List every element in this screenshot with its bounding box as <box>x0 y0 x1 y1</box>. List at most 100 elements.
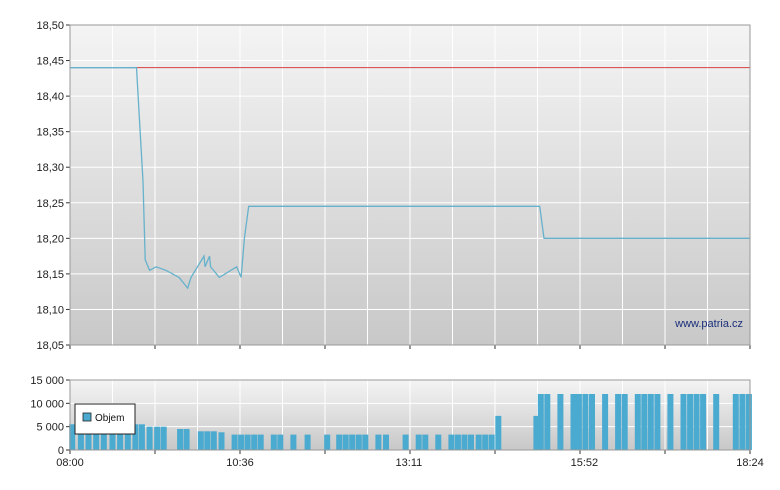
volume-bar <box>154 426 161 450</box>
volume-bar <box>362 434 369 450</box>
watermark: www.patria.cz <box>674 318 743 330</box>
price-y-tick-label: 18,35 <box>36 127 64 139</box>
price-y-tick-label: 18,40 <box>36 91 64 103</box>
volume-bar <box>100 424 107 450</box>
volume-bar <box>687 394 694 450</box>
volume-bar <box>700 394 707 450</box>
volume-bar <box>77 424 84 450</box>
volume-bar <box>138 424 145 450</box>
price-y-tick-label: 18,30 <box>36 162 64 174</box>
volume-bar <box>415 434 422 450</box>
volume-bar <box>448 434 455 450</box>
price-y-tick-label: 18,10 <box>36 304 64 316</box>
volume-bar <box>183 429 190 450</box>
volume-bar <box>647 394 654 450</box>
price-y-tick-label: 18,45 <box>36 56 64 68</box>
volume-y-tick-label: 15 000 <box>30 375 64 387</box>
volume-bar <box>277 434 284 450</box>
volume-bar <box>69 424 76 450</box>
volume-bar <box>557 394 564 450</box>
price-panel: 18,05 18,10 18,15 18,20 18,25 18,30 18,35 18,40… <box>36 20 751 352</box>
legend: Objem <box>74 403 136 435</box>
volume-y-tick-label: 10 000 <box>30 398 64 410</box>
volume-x-tick-label: 08:00 <box>56 457 84 469</box>
volume-bar <box>495 415 502 450</box>
volume-bar <box>146 426 153 450</box>
legend-swatch <box>82 412 92 422</box>
volume-bar <box>537 394 544 450</box>
volume-bar <box>383 434 389 450</box>
volume-bar <box>117 424 124 450</box>
volume-bar <box>210 431 217 450</box>
volume-x-tick-label: 15:52 <box>571 457 599 469</box>
volume-bar <box>589 394 595 450</box>
price-y-tick-label: 18,15 <box>36 269 64 281</box>
volume-bar <box>570 394 577 450</box>
volume-bar <box>680 394 687 450</box>
volume-bar <box>342 434 349 450</box>
volume-bar <box>231 434 238 450</box>
volume-bar <box>160 426 167 450</box>
volume-bar <box>304 434 311 450</box>
volume-bar <box>85 424 92 450</box>
volume-bar <box>290 434 297 450</box>
volume-x-tick-label: 13:11 <box>396 457 423 469</box>
volume-bar <box>739 394 746 450</box>
volume-x-tick-label: 10:36 <box>226 457 254 469</box>
price-y-axis: 18,05 18,10 18,15 18,20 18,25 18,30 18,35 18,40… <box>36 20 70 352</box>
volume-bars <box>69 394 752 450</box>
volume-bar <box>124 424 131 450</box>
price-y-tick-label: 18,05 <box>36 340 64 352</box>
price-y-tick-label: 18,50 <box>36 20 64 32</box>
volume-bar <box>693 394 700 450</box>
volume-bar <box>488 434 495 450</box>
volume-bar <box>435 434 442 450</box>
volume-bar <box>355 434 362 450</box>
volume-x-axis: 08:00 10:36 13:11 15:52 18:24 <box>56 450 764 469</box>
volume-bar <box>461 434 468 450</box>
volume-bar <box>218 432 225 450</box>
volume-bar <box>615 394 622 450</box>
volume-plot-frame <box>69 379 751 451</box>
volume-bar <box>621 394 628 450</box>
volume-bar <box>713 394 720 450</box>
volume-bar <box>667 394 674 450</box>
volume-x-tick-label: 18:24 <box>736 457 764 469</box>
volume-bar <box>109 424 116 450</box>
volume-bar <box>533 415 540 450</box>
volume-bar <box>634 394 641 450</box>
price-x-axis-ticks <box>69 345 751 349</box>
volume-bar <box>197 431 204 450</box>
volume-bar <box>244 434 251 450</box>
volume-bar <box>132 424 139 450</box>
volume-bar <box>402 434 409 450</box>
volume-bar <box>324 434 331 450</box>
volume-bar <box>251 434 258 450</box>
volume-bar <box>468 434 474 450</box>
volume-bar <box>238 434 245 450</box>
volume-bar <box>544 394 551 450</box>
volume-bar <box>575 394 582 450</box>
volume-bar <box>349 434 356 450</box>
volume-bar <box>204 431 211 450</box>
volume-bar <box>582 394 589 450</box>
volume-bar <box>602 394 609 450</box>
volume-bar <box>422 434 429 450</box>
volume-bar <box>641 394 648 450</box>
volume-y-tick-label: 5 000 <box>36 422 64 434</box>
volume-bar <box>454 434 461 450</box>
volume-panel: 0 5 000 10 000 15 000 08:00 10:36 13:11 15:52 1… <box>30 375 763 469</box>
volume-y-tick-label: 0 <box>58 445 64 457</box>
price-series-line <box>70 67 750 290</box>
volume-bar <box>177 429 184 450</box>
volume-bar <box>475 434 482 450</box>
legend-box <box>74 403 136 435</box>
volume-bar <box>745 394 752 450</box>
volume-y-axis: 0 5 000 10 000 15 000 <box>30 375 70 457</box>
price-plot-frame <box>69 24 751 346</box>
price-y-tick-label: 18,25 <box>36 198 64 210</box>
price-y-tick-label: 18,20 <box>36 233 64 245</box>
volume-bar <box>93 424 100 450</box>
volume-bar <box>482 434 489 450</box>
legend-label: Objem <box>95 413 124 424</box>
